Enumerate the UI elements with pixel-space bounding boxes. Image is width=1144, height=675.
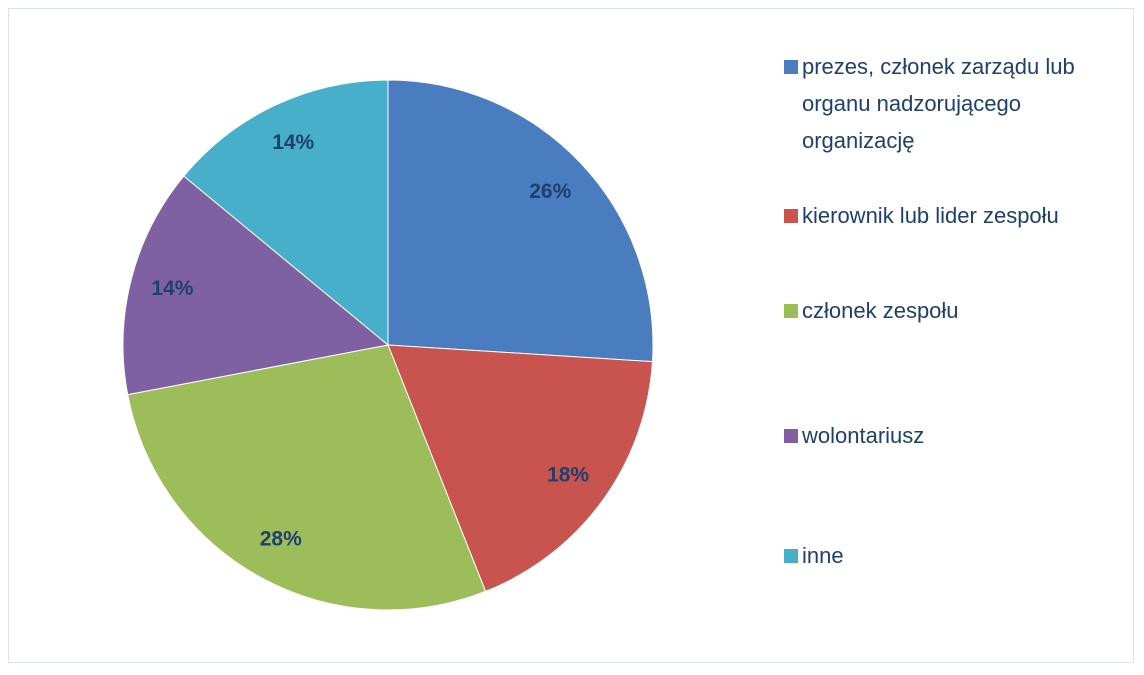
legend-entry: prezes, członek zarządu lub organu nadzo…	[784, 48, 1134, 159]
legend-swatch	[784, 304, 798, 318]
legend-entry: inne	[784, 537, 1134, 574]
pie-slice	[183, 79, 389, 347]
legend-label: prezes, członek zarządu lub organu nadzo…	[802, 54, 1075, 153]
pie-slice	[127, 344, 487, 611]
legend-label: członek zespołu	[802, 298, 959, 323]
legend-entry: członek zespołu	[784, 292, 1134, 329]
legend-swatch	[784, 549, 798, 563]
data-label: 26%	[529, 180, 571, 203]
data-label: 14%	[151, 277, 193, 300]
pie-slice	[387, 344, 654, 593]
data-label: 18%	[547, 463, 589, 486]
legend-label: inne	[802, 543, 844, 568]
legend-label: kierownik lub lider zespołu	[802, 203, 1059, 228]
legend-swatch	[784, 209, 798, 223]
legend-swatch	[784, 429, 798, 443]
chart-frame	[8, 8, 1134, 663]
data-label: 28%	[260, 528, 302, 551]
legend-entry: kierownik lub lider zespołu	[784, 197, 1134, 234]
legend-label: wolontariusz	[802, 423, 925, 448]
pie-slice	[122, 175, 390, 396]
pie-slice	[387, 79, 654, 363]
legend-entry: wolontariusz	[784, 417, 1134, 454]
legend-swatch	[784, 60, 798, 74]
data-label: 14%	[272, 131, 314, 154]
